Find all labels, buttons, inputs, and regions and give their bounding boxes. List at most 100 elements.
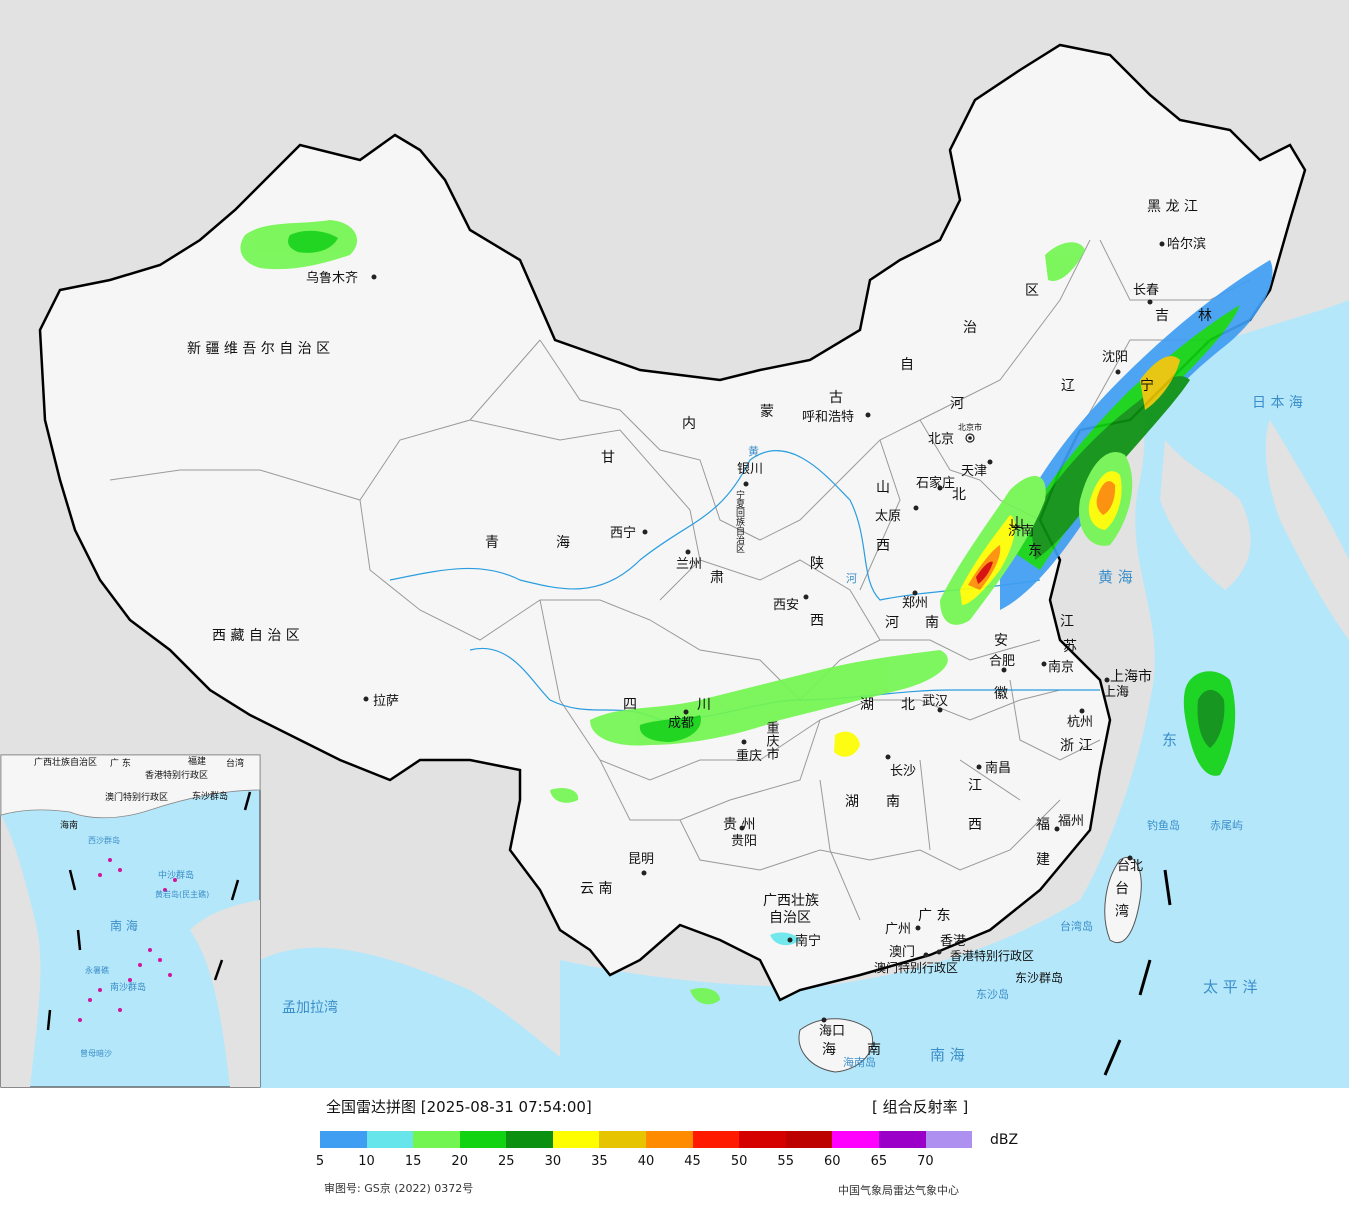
color-swatch: [739, 1131, 786, 1148]
province-label: 福: [1036, 817, 1050, 833]
city-dot: [976, 764, 982, 770]
province-label: 香港特别行政区: [950, 948, 1034, 963]
province-label: 建: [1036, 852, 1050, 868]
province-label: 贵 州: [723, 817, 755, 833]
inset-label: 永暑礁: [85, 965, 109, 975]
province-label: 自: [900, 357, 914, 373]
issuing-center: 中国气象局雷达气象中心: [838, 1184, 959, 1197]
tick-label: 20: [451, 1154, 468, 1169]
city-label: 成都: [668, 716, 694, 731]
city-dot: [683, 709, 689, 715]
inset-label: 台湾: [226, 757, 244, 769]
map-approval-number: 审图号: GS京 (2022) 0372号: [324, 1182, 474, 1195]
water-label: 东沙岛: [976, 987, 1009, 1001]
color-swatch: [785, 1131, 833, 1148]
water-label: 黄 海: [1098, 568, 1133, 586]
radar-map: 新 疆 维 吾 尔 自 治 区 西 藏 自 治 区 青 海 甘 肃 内 蒙 古 …: [0, 0, 1349, 1088]
hainan-island: [798, 1018, 873, 1073]
city-label: 长春: [1133, 283, 1159, 298]
province-label: 山: [1010, 516, 1024, 532]
color-swatch: [646, 1131, 693, 1148]
province-label: 徽: [994, 686, 1008, 702]
tick-label: 15: [404, 1154, 422, 1169]
city-label: 西安: [773, 598, 799, 613]
city-dot: [1104, 677, 1110, 683]
province-label: 广西壮族: [763, 893, 819, 909]
tick-label: 70: [917, 1154, 934, 1169]
city-dot: [739, 825, 745, 831]
city-dot: [371, 274, 377, 280]
tick-label: 65: [870, 1154, 888, 1169]
tick-label: 50: [730, 1154, 748, 1169]
province-label: 湖: [860, 697, 874, 713]
province-label: 西: [876, 538, 890, 554]
province-label: 辽: [1061, 378, 1075, 394]
city-dot: [912, 590, 918, 596]
city-dot: [821, 1017, 827, 1023]
tick-label: 60: [824, 1154, 841, 1169]
province-label: 区: [1025, 283, 1039, 299]
korea-land: [1160, 440, 1251, 590]
province-label: 江: [968, 778, 982, 794]
city-label: 香港: [940, 934, 966, 949]
city-label: 石家庄: [916, 475, 955, 491]
inset-label: 广 东: [110, 757, 131, 769]
tick-label: 45: [684, 1154, 701, 1169]
city-label: 北京市: [958, 422, 982, 432]
water-label: 东沙群岛: [1015, 970, 1063, 985]
inset-label: 曾母暗沙: [80, 1048, 112, 1058]
province-label: 湖: [845, 794, 859, 810]
city-label: 呼和浩特: [802, 410, 854, 425]
china-territory: [38, 43, 1307, 1002]
city-label: 兰州: [676, 557, 702, 572]
city-dot: [913, 505, 919, 511]
city-dot: [937, 707, 943, 713]
city-dot: [1127, 855, 1133, 861]
province-label: 海: [556, 535, 570, 551]
color-swatch: [366, 1131, 414, 1148]
legend-title: 全国雷达拼图 [2025-08-31 07:54:00]: [326, 1098, 592, 1116]
city-dot: [743, 481, 749, 487]
bay-of-bengal: [260, 947, 600, 1088]
inset-label: 南 海: [110, 918, 138, 933]
province-label: 南: [867, 1042, 881, 1058]
city-label: 合肥: [989, 654, 1015, 669]
province-label: 吉: [1155, 308, 1169, 324]
city-dot: [1041, 661, 1047, 667]
inset-label: 南沙群岛: [110, 981, 146, 993]
water-label: 东: [1162, 731, 1177, 749]
city-label: 银川: [737, 462, 763, 477]
tick-label: 35: [591, 1154, 608, 1169]
city-label: 武汉: [922, 694, 948, 709]
radar-echoes: [240, 220, 1273, 1005]
city-dot: [685, 549, 691, 555]
legend-panel: 全国雷达拼图 [2025-08-31 07:54:00] [ 组合反射率 ] d…: [0, 1088, 1349, 1208]
city-dot: [923, 952, 929, 958]
inset-label: 香港特别行政区: [145, 769, 208, 781]
province-label: 内: [682, 416, 696, 432]
city-dot: [787, 937, 793, 943]
city-label: 南昌: [985, 760, 1011, 776]
maritime-boundary: [1103, 869, 1172, 1076]
province-label: 河: [950, 396, 964, 412]
color-scale-bar: [320, 1131, 973, 1148]
city-label: 长沙: [890, 764, 916, 779]
city-label: 杭州: [1067, 715, 1093, 730]
province-label: 广 东: [918, 908, 950, 924]
province-label: 北: [901, 697, 915, 713]
water-label: 黄: [748, 444, 759, 458]
color-swatch: [832, 1131, 879, 1148]
province-label: 南: [925, 615, 939, 631]
color-swatch: [459, 1131, 507, 1148]
inset-label: 中沙群岛: [158, 869, 194, 881]
inset-label: 海南: [60, 819, 78, 831]
city-label: 济南: [1008, 523, 1034, 539]
province-label: 新 疆 维 吾 尔 自 治 区: [187, 341, 330, 357]
water-label: 河: [846, 572, 857, 585]
province-label: 青: [485, 535, 499, 551]
city-dot: [803, 594, 809, 600]
city-dot: [987, 459, 993, 465]
province-label: 宁: [1140, 377, 1154, 394]
city-dot: [1159, 241, 1165, 247]
city-dot: [642, 529, 648, 535]
